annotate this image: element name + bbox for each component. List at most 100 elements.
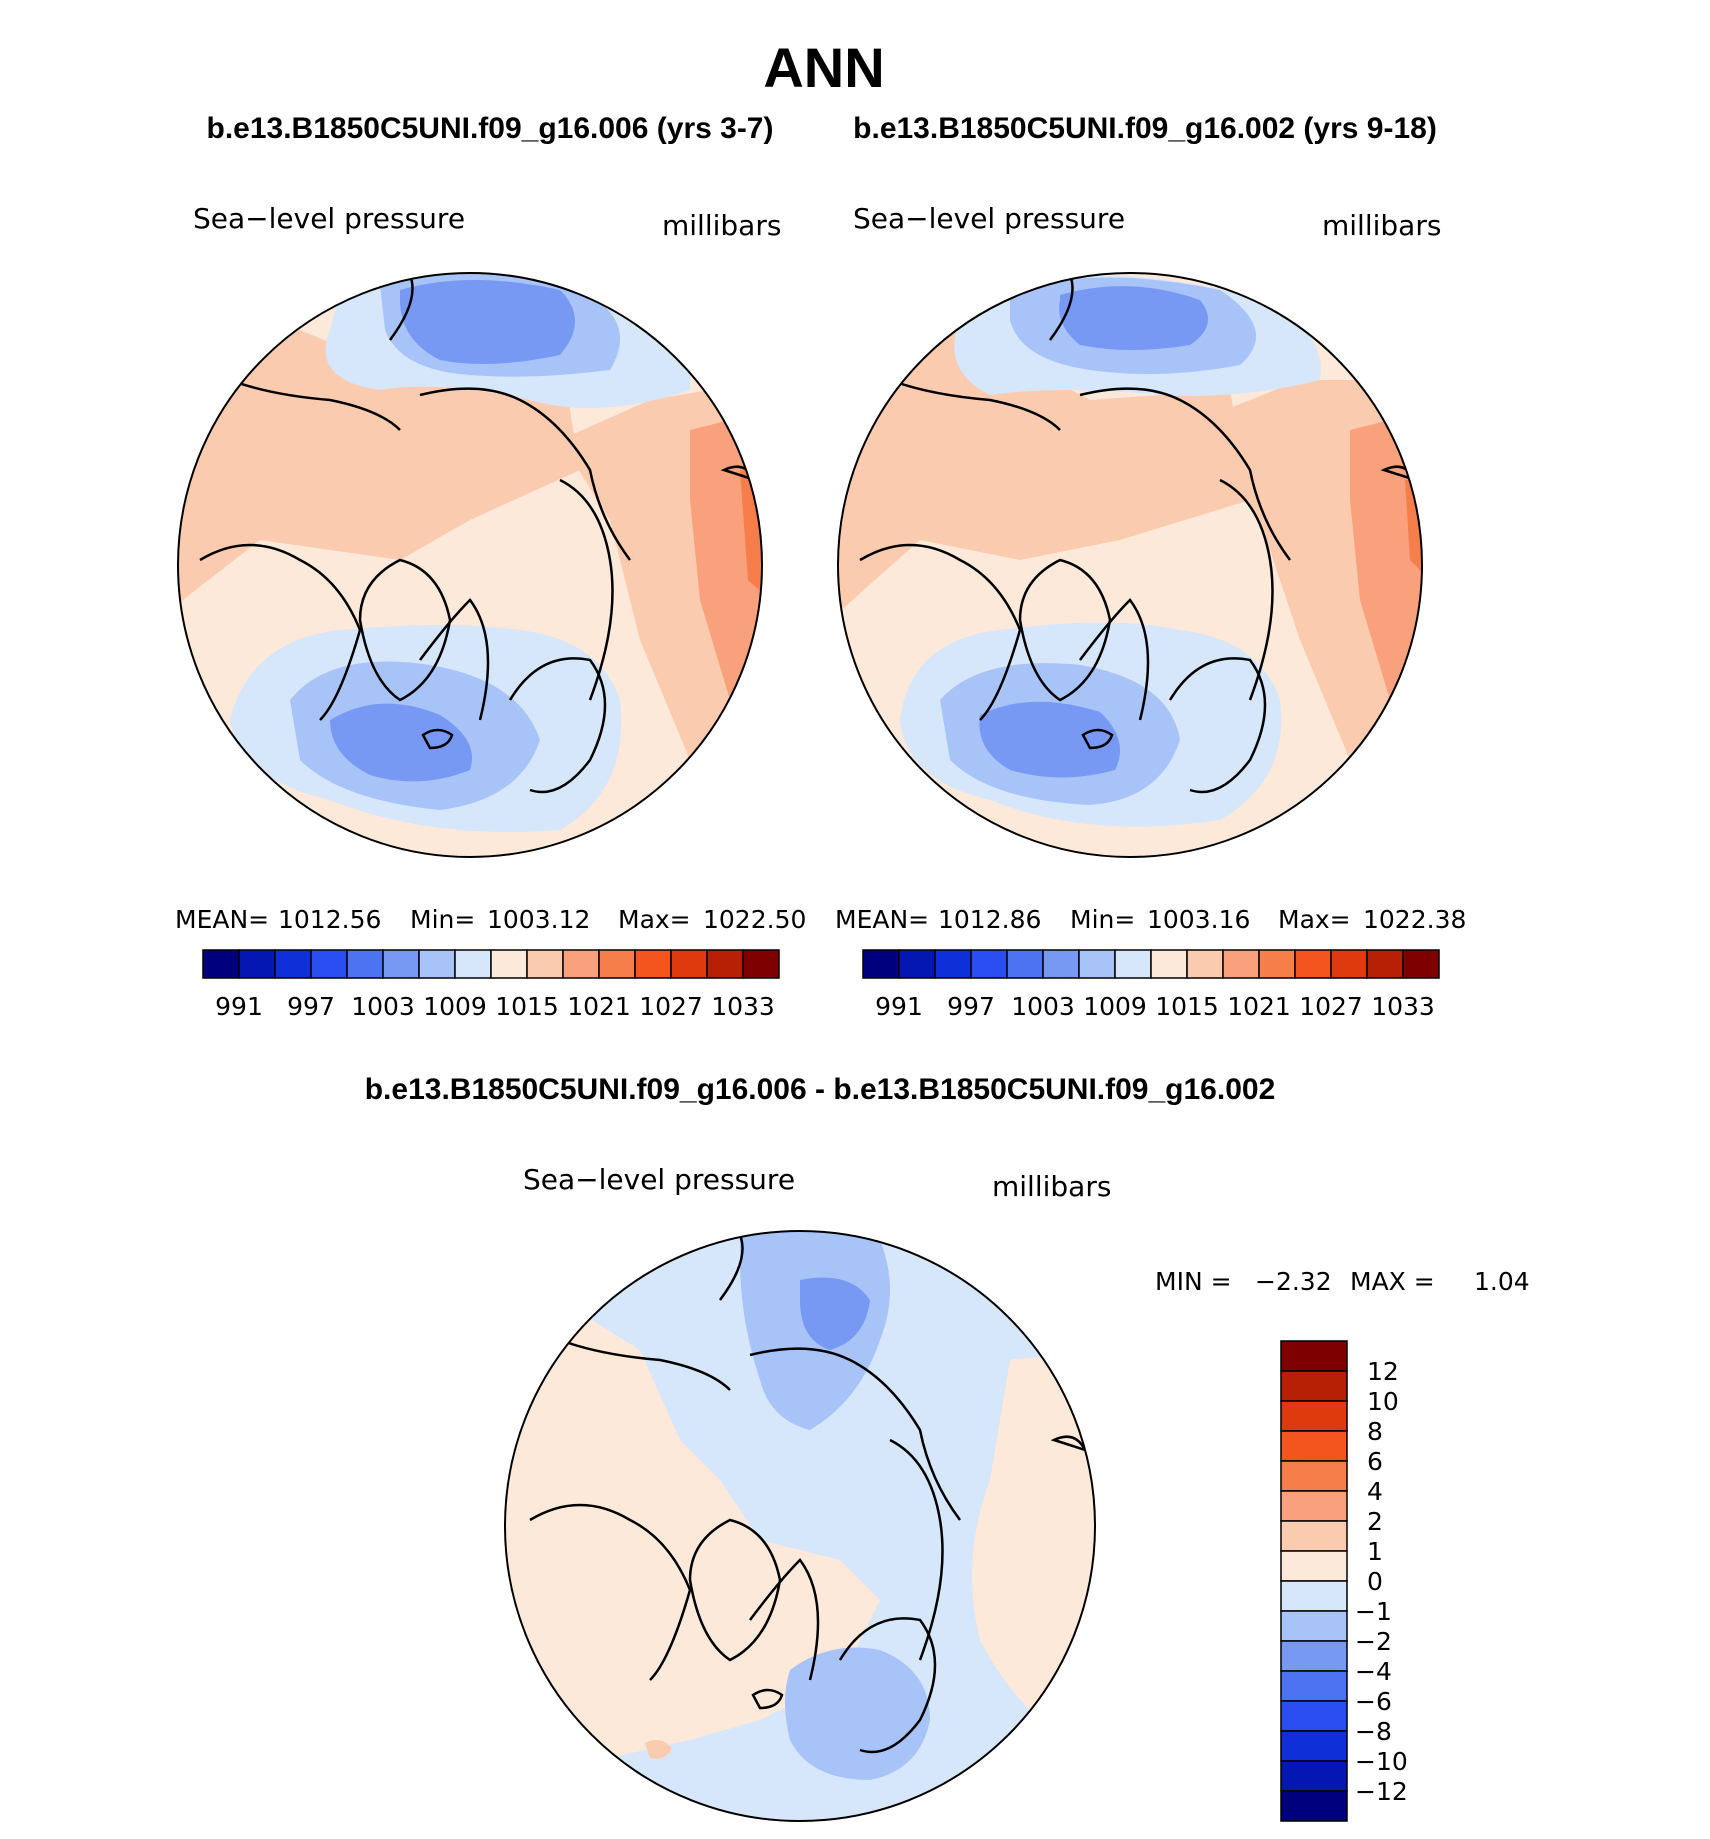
panel-a-mean-label: MEAN= — [175, 905, 269, 934]
colorbar-swatch — [1280, 1700, 1348, 1732]
colorbar-swatch — [418, 949, 456, 979]
panel-b-colorbar-labels: 991 997 1003 1009 1015 1021 1027 1033 — [875, 992, 1435, 1021]
colorbar-swatch — [1280, 1610, 1348, 1642]
cbar-c-tick-label: 1 — [1367, 1537, 1383, 1566]
cbar-a-tick-label: 1009 — [423, 992, 487, 1021]
panel-c-coastline-asia — [718, 1234, 962, 1661]
panel-c-contour-pos-spot — [645, 1739, 672, 1759]
cbar-c-tick-label: −12 — [1355, 1777, 1408, 1806]
colorbar-swatch — [346, 949, 384, 979]
colorbar-swatch — [1280, 1520, 1348, 1552]
colorbar-swatch — [706, 949, 744, 979]
colorbar-swatch — [1280, 1670, 1348, 1702]
cbar-c-tick-label: −6 — [1355, 1687, 1392, 1716]
panel-a-min-label: Min= — [410, 905, 475, 934]
colorbar-swatch — [490, 949, 528, 979]
colorbar-swatch — [238, 949, 276, 979]
cbar-c-tick-label: 4 — [1367, 1477, 1383, 1506]
panel-c-right-label: millibars — [992, 1170, 1111, 1203]
cbar-b-tick-label: 1027 — [1299, 992, 1363, 1021]
panel-c-iceland — [751, 1688, 784, 1710]
panel-a-stats: MEAN= 1012.56 Min= 1003.12 Max= 1022.50 — [175, 905, 806, 934]
cbar-b-tick-label: 997 — [947, 992, 995, 1021]
panel-b-left-label: Sea−level pressure — [853, 202, 1125, 235]
cbar-c-tick-label: 0 — [1367, 1567, 1383, 1596]
colorbar-swatch — [1280, 1430, 1348, 1462]
colorbar-swatch — [1280, 1400, 1348, 1432]
panel-b-contour-low-pac-core — [1059, 286, 1208, 350]
panel-a-min-value: 1003.12 — [487, 905, 590, 934]
panel-b-contour-low-atl-core — [979, 701, 1120, 778]
cbar-c-tick-label: −10 — [1355, 1747, 1408, 1776]
colorbar-swatch — [1042, 949, 1080, 979]
panel-a-colorbar — [202, 949, 780, 979]
colorbar-swatch — [1150, 949, 1188, 979]
colorbar-swatch — [1280, 1550, 1348, 1582]
panel-a-map — [178, 273, 762, 857]
panel-b-max-value: 1022.38 — [1363, 905, 1466, 934]
panel-b-min-value: 1003.16 — [1147, 905, 1250, 934]
panel-b-stats: MEAN= 1012.86 Min= 1003.16 Max= 1022.38 — [835, 905, 1466, 934]
cbar-a-tick-label: 997 — [287, 992, 335, 1021]
colorbar-swatch — [1280, 1340, 1348, 1372]
panel-c-colorbar-labels: 12 10 8 6 4 2 1 0 −1 −2 −4 −6 −8 −10 −12 — [1355, 1357, 1408, 1806]
panel-b-mean-label: MEAN= — [835, 905, 929, 934]
panel-b-iceland — [1081, 728, 1114, 750]
colorbar-swatch — [1280, 1760, 1348, 1792]
panel-a-coastline-america — [199, 378, 490, 721]
cbar-c-tick-label: −4 — [1355, 1657, 1392, 1686]
cbar-b-tick-label: 1021 — [1227, 992, 1291, 1021]
panel-c-left-label: Sea−level pressure — [523, 1163, 795, 1196]
panel-c-scandinavia — [838, 1617, 937, 1754]
panel-c-coastline-america — [529, 1338, 820, 1681]
colorbar-swatch — [1114, 949, 1152, 979]
panel-b-title: b.e13.B1850C5UNI.f09_g16.002 (yrs 9-18) — [853, 112, 1437, 145]
colorbar-swatch — [562, 949, 600, 979]
panel-a-contour-low-pac-core — [400, 280, 575, 364]
colorbar-swatch — [1222, 949, 1260, 979]
panel-b-min-label: Min= — [1070, 905, 1135, 934]
cbar-c-tick-label: 12 — [1367, 1357, 1399, 1386]
colorbar-swatch — [934, 949, 972, 979]
panel-a-right-label: millibars — [662, 209, 781, 242]
panel-a-contour-high-west — [178, 330, 580, 610]
panel-b-coastline-america — [859, 378, 1150, 721]
colorbar-swatch — [310, 949, 348, 979]
colorbar-swatch — [1280, 1460, 1348, 1492]
cbar-c-tick-label: −8 — [1355, 1717, 1392, 1746]
colorbar-swatch — [670, 949, 708, 979]
panel-a-max-value: 1022.50 — [703, 905, 806, 934]
panel-c-outline — [504, 1230, 1096, 1822]
panel-c-contour-neg-south — [785, 1647, 930, 1780]
panel-a-scandinavia — [508, 657, 607, 794]
cbar-c-tick-label: −1 — [1355, 1597, 1392, 1626]
colorbar-swatch — [1258, 949, 1296, 979]
colorbar-swatch — [742, 949, 780, 979]
cbar-c-tick-label: 10 — [1367, 1387, 1399, 1416]
panel-c-min-label: MIN = — [1155, 1267, 1232, 1296]
panel-c-min-value: −2.32 — [1255, 1267, 1332, 1296]
panel-a-left-label: Sea−level pressure — [193, 202, 465, 235]
cbar-a-tick-label: 1015 — [495, 992, 559, 1021]
panel-c-title: b.e13.B1850C5UNI.f09_g16.006 - b.e13.B18… — [365, 1073, 1276, 1106]
cbar-a-tick-label: 1021 — [567, 992, 631, 1021]
panel-c-contour-neg-north-core — [800, 1277, 870, 1350]
cbar-b-tick-label: 1015 — [1155, 992, 1219, 1021]
colorbar-swatch — [1280, 1580, 1348, 1612]
colorbar-swatch — [1402, 949, 1440, 979]
cbar-b-tick-label: 1003 — [1011, 992, 1075, 1021]
colorbar-swatch — [1186, 949, 1224, 979]
colorbar-swatch — [202, 949, 240, 979]
colorbar-swatch — [454, 949, 492, 979]
colorbar-swatch — [1280, 1370, 1348, 1402]
colorbar-swatch — [634, 949, 672, 979]
cbar-b-tick-label: 991 — [875, 992, 923, 1021]
colorbar-swatch — [598, 949, 636, 979]
colorbar-swatch — [1280, 1790, 1348, 1822]
panel-a-contour-high-east-peak — [740, 470, 762, 600]
colorbar-swatch — [1280, 1490, 1348, 1522]
panel-c-max-label: MAX = — [1350, 1267, 1435, 1296]
figure-title: ANN — [763, 36, 884, 99]
cbar-c-tick-label: 2 — [1367, 1507, 1383, 1536]
